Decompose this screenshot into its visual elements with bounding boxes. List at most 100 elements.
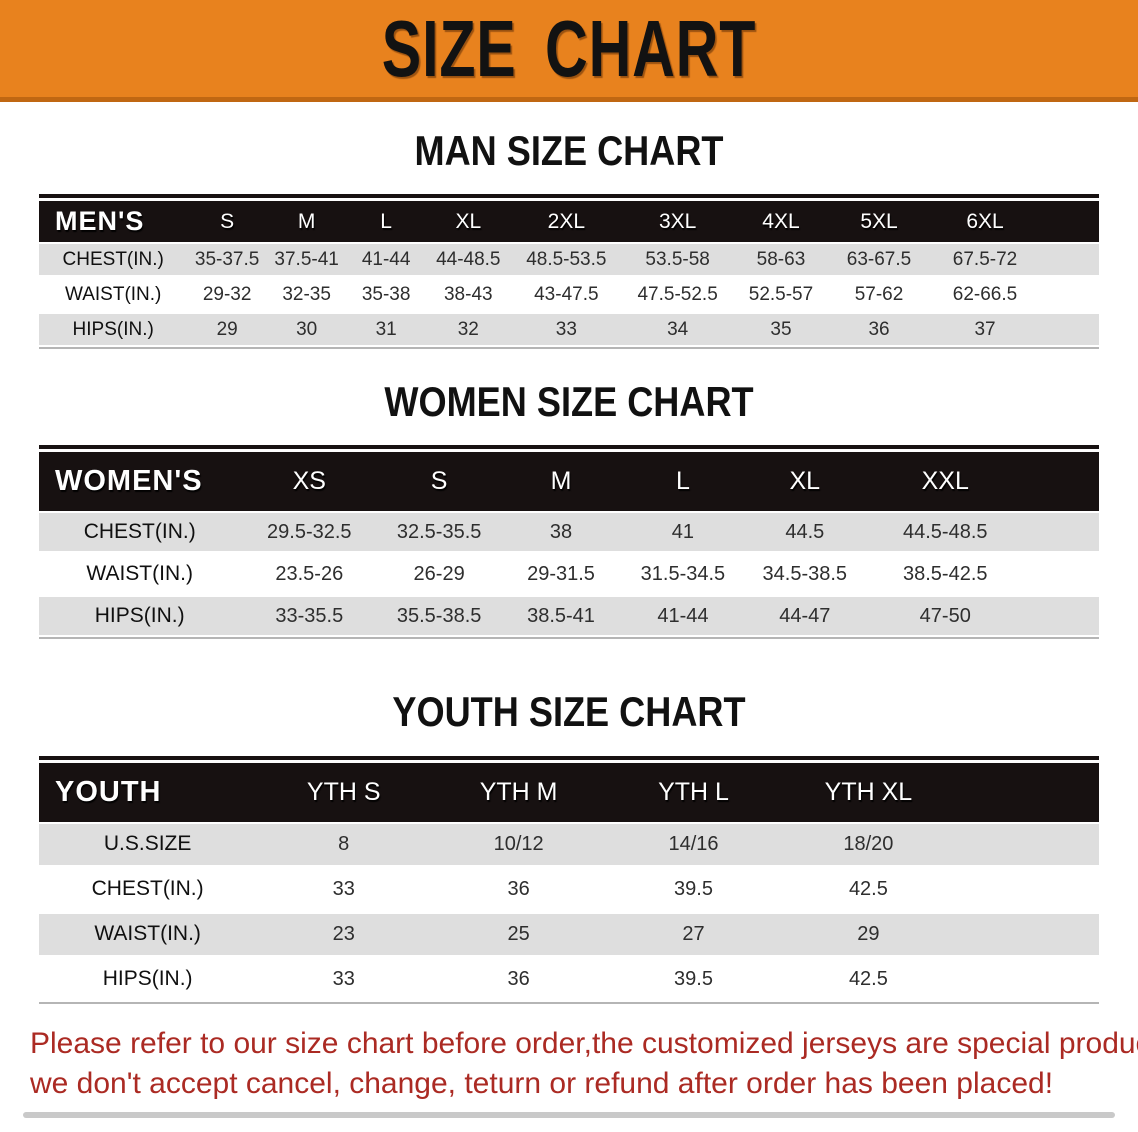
banner: SIZE CHART (0, 0, 1138, 102)
column-header: S (187, 198, 267, 243)
men-size-table: MEN'S S M L XL 2XL 3XL 4XL 5XL 6XL CHEST(IN.) 35-3… (39, 194, 1099, 350)
cell-value: 52.5-57 (733, 277, 829, 313)
cell-value: 44-48.5 (425, 242, 511, 278)
column-header: S (378, 449, 501, 512)
cell-value: 36 (828, 312, 930, 348)
cell-value: 39.5 (606, 956, 781, 1002)
spacer-cell (1024, 449, 1099, 512)
cell-value: 38 (500, 511, 622, 554)
youth-size-table: YOUTH YTH S YTH M YTH L YTH XL U.S.SIZE 8 10/1… (39, 755, 1099, 1004)
spacer-cell (1024, 553, 1099, 596)
column-header: L (621, 449, 744, 512)
cell-value: 29-31.5 (500, 553, 622, 596)
column-header: XS (240, 449, 379, 512)
column-header: 5XL (828, 198, 930, 243)
cell-value: 32.5-35.5 (378, 511, 501, 554)
cell-value: 34.5-38.5 (743, 553, 866, 596)
table-row: WAIST(IN.) 23.5-26 26-29 29-31.5 31.5-34.5 34… (39, 553, 1099, 596)
spacer-cell (1040, 198, 1099, 243)
cell-value: 35-37.5 (187, 242, 267, 278)
cell-value: 34 (621, 312, 734, 348)
cell-value: 41-44 (621, 595, 744, 638)
row-label: HIPS(IN.) (39, 595, 241, 638)
cell-value: 29 (780, 911, 956, 957)
cell-value: 33 (510, 312, 622, 348)
spacer-cell (1040, 242, 1099, 278)
cell-value: 8 (256, 821, 432, 867)
notice-line-2: we don't accept cancel, change, teturn o… (30, 1066, 1054, 1100)
column-header: YTH L (606, 759, 781, 822)
table-header-row: MEN'S S M L XL 2XL 3XL 4XL 5XL 6XL (39, 198, 1099, 243)
notice-line-1: Please refer to our size chart before or… (30, 1026, 1138, 1060)
cell-value: 48.5-53.5 (510, 242, 622, 278)
cell-value: 29 (187, 312, 267, 348)
youth-table-body: U.S.SIZE 8 10/12 14/16 18/20 CHEST(IN.) 33 36 39… (39, 821, 1099, 1002)
spacer-cell (1040, 277, 1099, 313)
column-header: XL (743, 449, 866, 512)
row-label: U.S.SIZE (39, 821, 257, 867)
cell-value: 23 (256, 911, 432, 957)
cell-value: 38.5-42.5 (865, 553, 1025, 596)
column-header: M (266, 198, 347, 243)
table-row: CHEST(IN.) 29.5-32.5 32.5-35.5 38 41 44.5 44.5… (39, 511, 1099, 554)
order-notice: Please refer to our size chart before or… (30, 1024, 1138, 1104)
bottom-divider (23, 1111, 1115, 1118)
column-header: YTH M (431, 759, 607, 822)
youth-table-header: YOUTH YTH S YTH M YTH L YTH XL (39, 759, 1099, 822)
spacer-cell (1040, 312, 1099, 348)
cell-value: 18/20 (780, 821, 956, 867)
table-row: CHEST(IN.) 33 36 39.5 42.5 (39, 866, 1099, 912)
cell-value: 33-35.5 (240, 595, 379, 638)
table-title: YOUTH (39, 759, 257, 822)
cell-value: 33 (256, 866, 432, 912)
cell-value: 47.5-52.5 (621, 277, 734, 313)
cell-value: 14/16 (606, 821, 781, 867)
women-table-body: CHEST(IN.) 29.5-32.5 32.5-35.5 38 41 44.5 44.5… (39, 511, 1099, 638)
cell-value: 39.5 (606, 866, 781, 912)
table-row: CHEST(IN.) 35-37.5 37.5-41 41-44 44-48.5 48.5… (39, 242, 1099, 278)
women-section: WOMEN SIZE CHART WOMEN'S XS S M L XL XXL CHEST… (0, 378, 1138, 640)
table-row: U.S.SIZE 8 10/12 14/16 18/20 (39, 821, 1099, 867)
cell-value: 44.5 (743, 511, 866, 554)
cell-value: 47-50 (865, 595, 1025, 638)
table-row: HIPS(IN.) 33-35.5 35.5-38.5 38.5-41 41-44 44-… (39, 595, 1099, 638)
cell-value: 32 (425, 312, 511, 348)
cell-value: 25 (431, 911, 607, 957)
row-label: CHEST(IN.) (39, 242, 188, 278)
row-label: CHEST(IN.) (39, 866, 257, 912)
cell-value: 44-47 (743, 595, 866, 638)
row-label: WAIST(IN.) (39, 277, 188, 313)
cell-value: 35-38 (346, 277, 426, 313)
row-label: CHEST(IN.) (39, 511, 241, 554)
spacer-cell (955, 911, 1099, 957)
cell-value: 43-47.5 (510, 277, 622, 313)
spacer-cell (1024, 511, 1099, 554)
spacer-cell (955, 866, 1099, 912)
youth-section: YOUTH SIZE CHART YOUTH YTH S YTH M YTH L YTH… (0, 689, 1138, 1004)
women-size-table: WOMEN'S XS S M L XL XXL CHEST(IN.) 29.5-32.5 32.… (39, 445, 1099, 640)
cell-value: 42.5 (780, 956, 956, 1002)
cell-value: 32-35 (266, 277, 347, 313)
column-header: L (346, 198, 426, 243)
cell-value: 10/12 (431, 821, 607, 867)
cell-value: 42.5 (780, 866, 956, 912)
cell-value: 37.5-41 (266, 242, 347, 278)
cell-value: 36 (431, 866, 607, 912)
cell-value: 35.5-38.5 (378, 595, 501, 638)
cell-value: 67.5-72 (929, 242, 1041, 278)
cell-value: 29-32 (187, 277, 267, 313)
cell-value: 53.5-58 (621, 242, 734, 278)
men-section-heading: MAN SIZE CHART (414, 127, 724, 174)
cell-value: 29.5-32.5 (240, 511, 379, 554)
spacer-cell (955, 821, 1099, 867)
cell-value: 41 (621, 511, 744, 554)
women-table-header: WOMEN'S XS S M L XL XXL (39, 449, 1099, 512)
table-title: WOMEN'S (39, 449, 241, 512)
column-header: 3XL (621, 198, 734, 243)
cell-value: 23.5-26 (240, 553, 379, 596)
cell-value: 62-66.5 (929, 277, 1041, 313)
column-header: 2XL (510, 198, 622, 243)
cell-value: 30 (266, 312, 347, 348)
spacer-cell (955, 956, 1099, 1002)
column-header: YTH XL (780, 759, 956, 822)
